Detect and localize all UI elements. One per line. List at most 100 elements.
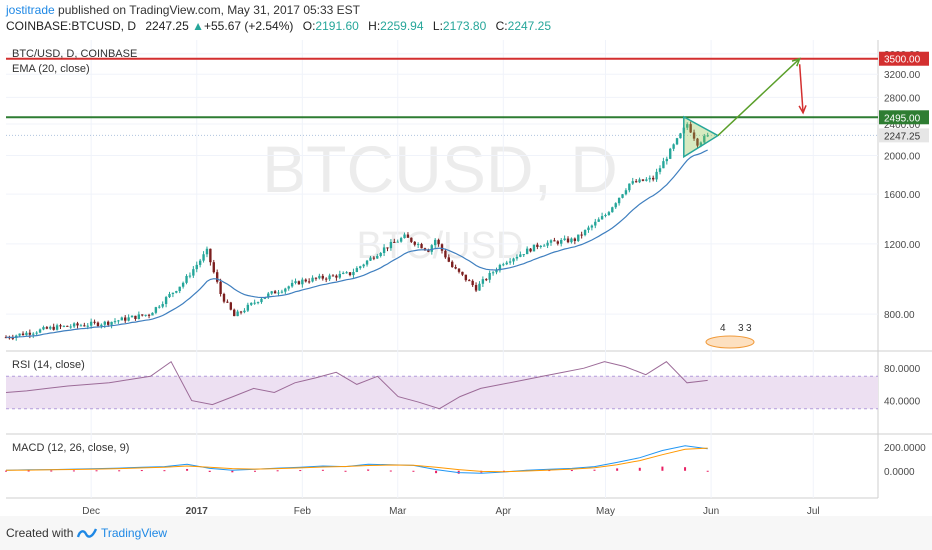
candle-body [536, 244, 539, 248]
macd-histogram-bar [72, 470, 75, 472]
candle-body [376, 255, 379, 259]
candle-body [18, 333, 21, 336]
candle-body [25, 332, 28, 336]
candle-body [72, 323, 76, 327]
candle-body [110, 321, 113, 325]
candle-body [318, 275, 321, 279]
candle-body [76, 323, 79, 326]
candle-body [573, 238, 577, 241]
macd-histogram-bar [299, 470, 302, 472]
candle-body [587, 227, 590, 231]
macd-histogram-bar [231, 470, 234, 473]
candle-body [553, 240, 556, 242]
candle-body [212, 262, 215, 273]
macd-histogram-bar [186, 468, 189, 471]
candle-body [672, 144, 675, 149]
last-price: 2247.25 [145, 19, 189, 33]
macd-histogram-bar [684, 467, 687, 471]
candle-body [69, 326, 72, 328]
candle-body [433, 239, 437, 246]
footer-bar: Created with TradingView [0, 516, 932, 550]
candle-body [699, 142, 703, 146]
candle-body [311, 277, 314, 282]
candle-body [314, 277, 318, 279]
candle-body [202, 254, 205, 261]
candle-body [66, 325, 69, 327]
candle-body [611, 207, 614, 213]
macd-histogram-bar [321, 469, 324, 471]
author-link[interactable]: jostitrade [6, 3, 55, 17]
candle-body [604, 214, 607, 217]
arrowhead-icon [791, 57, 801, 67]
tradingview-link[interactable]: TradingView [101, 526, 168, 540]
macd-tick-label: 0.0000 [884, 467, 915, 478]
open-label: O: [302, 19, 316, 33]
candle-body [294, 281, 297, 283]
candle-body [607, 212, 611, 215]
candle-body [471, 280, 474, 286]
projection-down-arrow [798, 64, 804, 113]
candle-body [38, 329, 42, 333]
candle-body [679, 133, 682, 139]
candle-body [144, 314, 147, 316]
candle-body [342, 272, 345, 274]
candle-body [154, 307, 158, 313]
candle-body [386, 247, 389, 249]
candle-body [634, 181, 638, 183]
candle-body [355, 268, 359, 272]
rsi-band [6, 376, 878, 409]
price-marker [879, 128, 929, 143]
time-tick-label: Feb [294, 506, 312, 516]
macd-histogram-bar [367, 469, 370, 471]
candle-body [648, 177, 651, 180]
candle-body [696, 138, 699, 146]
candle-body [600, 216, 604, 220]
candle-body [250, 302, 253, 305]
candle-body [106, 321, 110, 325]
time-tick-label: Jul [807, 506, 820, 516]
macd-histogram-bar [638, 467, 641, 471]
candle-body [508, 261, 512, 263]
candle-body [675, 138, 679, 145]
candle-body [491, 272, 495, 274]
candle-body [669, 148, 672, 159]
candle-body [11, 337, 15, 339]
macd-histogram-bar [95, 470, 98, 472]
candle-body [583, 230, 587, 236]
candle-body [638, 179, 641, 183]
candle-body [130, 315, 134, 318]
candle-body [495, 270, 498, 273]
candle-body [464, 274, 468, 281]
candle-body [178, 286, 181, 292]
candle-body [331, 275, 335, 277]
candle-body [52, 326, 55, 330]
candle-body [532, 244, 536, 252]
candle-body [631, 181, 634, 184]
macd-histogram-bar [570, 470, 573, 472]
macd-histogram-bar [208, 470, 211, 472]
candle-body [570, 238, 573, 243]
high-label: H: [368, 19, 381, 33]
rsi-line [5, 360, 708, 410]
candle-body [45, 327, 49, 329]
macd-histogram-bar [706, 470, 709, 472]
ema-legend: EMA (20, close) [12, 63, 90, 75]
candle-body [566, 238, 570, 243]
candle-body [498, 264, 502, 271]
candle-body [335, 275, 338, 278]
candle-body [399, 238, 403, 242]
candle-body [62, 325, 66, 327]
candle-body [628, 183, 631, 191]
candle-body [658, 168, 662, 172]
candle-body [151, 312, 154, 316]
published-text: published on TradingView.com, May 31, 20… [58, 3, 361, 17]
rsi-legend: RSI (14, close) [12, 359, 85, 371]
candle-body [253, 302, 256, 304]
candle-body [147, 314, 151, 316]
candle-body [124, 317, 127, 321]
candle-body [215, 272, 219, 282]
candle-body [141, 314, 144, 316]
macd-histogram-bar [661, 466, 664, 471]
